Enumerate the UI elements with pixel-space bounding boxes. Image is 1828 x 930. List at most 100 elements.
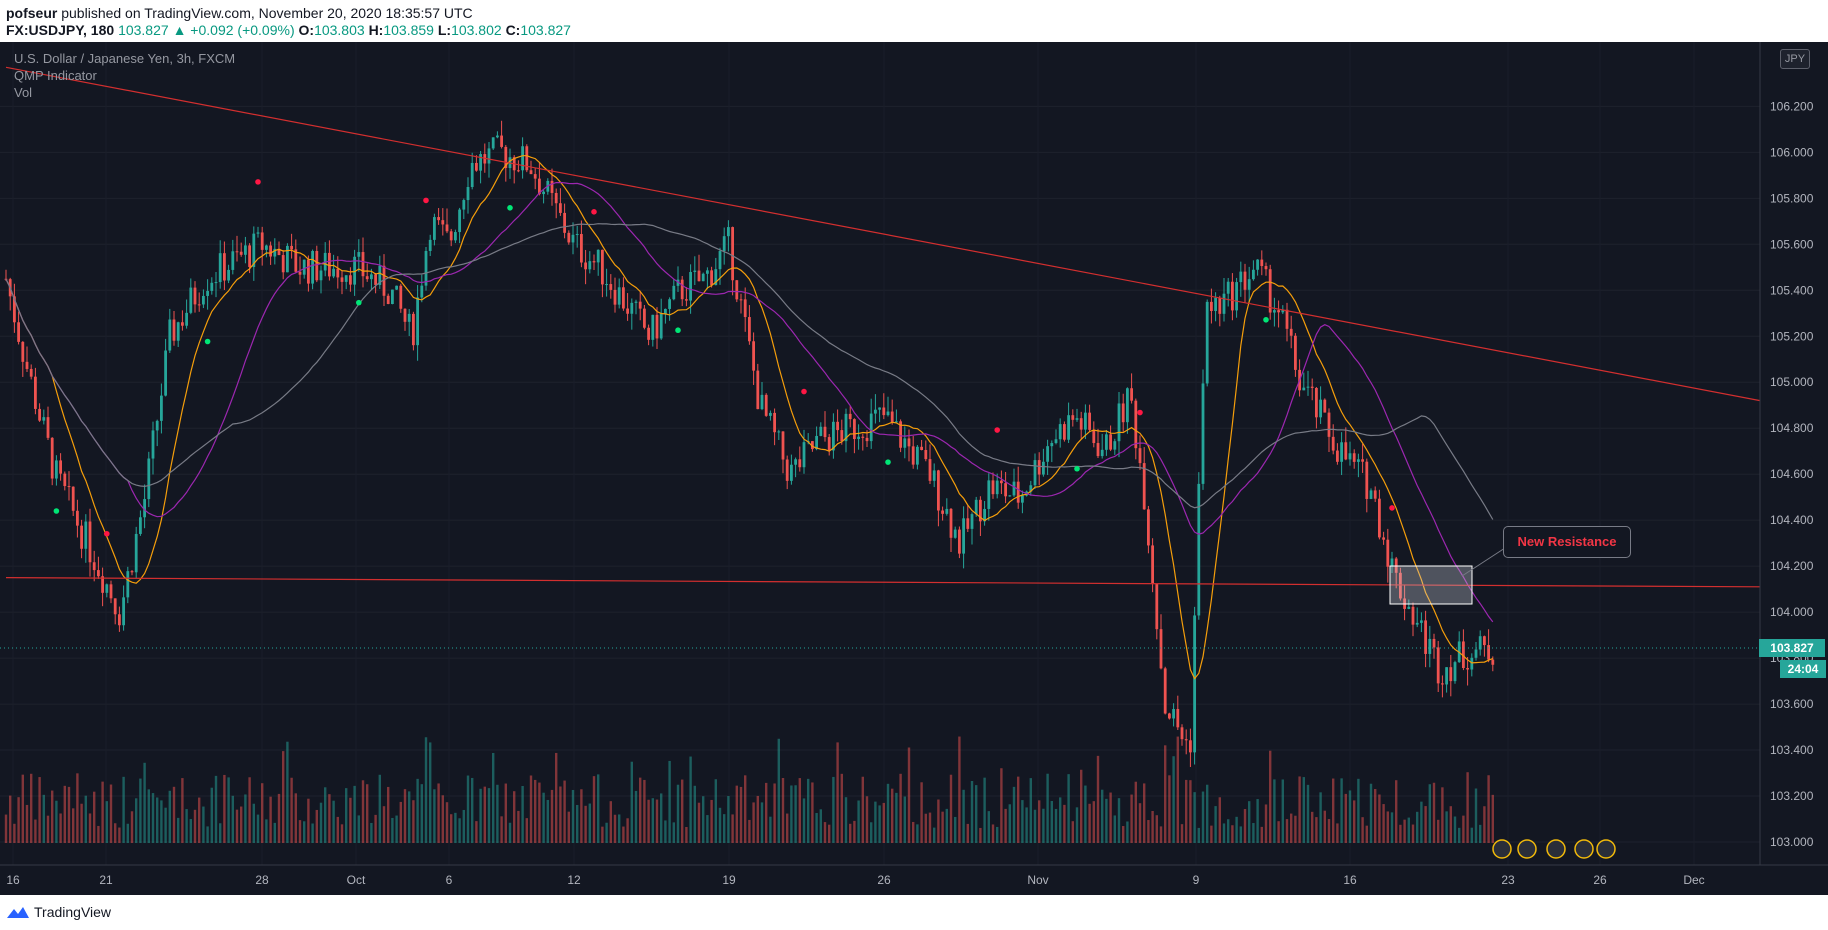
candle-body <box>34 376 37 409</box>
volume-bars <box>4 736 1494 843</box>
volume-bar <box>315 809 318 843</box>
candle-body <box>273 248 277 257</box>
candle-body <box>265 245 268 250</box>
volume-bar <box>4 814 8 843</box>
candle-body <box>727 227 730 237</box>
currency-badge[interactable]: JPY <box>1780 49 1810 69</box>
volume-bar <box>147 789 150 843</box>
volume-bar <box>584 805 587 843</box>
volume-bar <box>618 814 621 843</box>
volume-bar <box>139 778 142 843</box>
volume-bar <box>492 752 495 843</box>
volume-bar <box>500 816 503 843</box>
volume-bar <box>1231 825 1234 843</box>
volume-bar <box>1294 815 1297 843</box>
candle-body <box>785 459 789 481</box>
candle-body <box>945 508 949 514</box>
volume-bar <box>773 783 776 843</box>
candle-body <box>1436 647 1440 684</box>
volume-bar <box>244 794 247 843</box>
price-axis[interactable] <box>1760 42 1828 865</box>
candle-body <box>1474 649 1478 658</box>
volume-bar <box>630 761 633 843</box>
volume-bar <box>332 800 335 843</box>
low-value: 103.802 <box>451 22 502 38</box>
candle-body <box>970 514 974 529</box>
candle-body <box>168 319 172 351</box>
candle-body <box>1277 310 1280 313</box>
volume-bar <box>597 774 600 843</box>
volume-bar <box>798 778 801 843</box>
volume-bar <box>109 784 113 843</box>
candle-body <box>1105 434 1108 450</box>
volume-bar <box>681 779 684 843</box>
volume-bar <box>1080 769 1083 843</box>
volume-bar <box>59 813 62 843</box>
volume-bar <box>1206 784 1209 843</box>
volume-bar <box>916 824 919 843</box>
author-name[interactable]: pofseur <box>6 5 58 21</box>
candle-body <box>122 597 125 626</box>
volume-bar <box>731 814 734 843</box>
candle-body <box>1411 606 1415 625</box>
candle-body <box>953 529 957 538</box>
candle-body <box>937 470 940 511</box>
candle-body <box>1092 429 1096 444</box>
footer-brand[interactable]: TradingView <box>34 904 112 920</box>
candle-body <box>462 200 466 210</box>
candle-body <box>819 426 823 436</box>
sell-signal-dot <box>1389 505 1395 511</box>
candle-body <box>1037 460 1041 475</box>
candle-body <box>865 437 869 442</box>
candle-body <box>1004 483 1007 497</box>
candle-body <box>626 308 629 314</box>
candle-body <box>176 322 180 341</box>
volume-bar <box>1374 789 1377 843</box>
buy-signal-dot <box>1074 465 1080 472</box>
candle-body <box>617 287 621 305</box>
volume-bar <box>987 811 990 843</box>
candle-body <box>1151 545 1154 585</box>
volume-bar <box>1227 819 1230 843</box>
ma-slow-line <box>5 223 1494 520</box>
volume-bar <box>1386 811 1389 843</box>
close-label: C: <box>505 22 521 38</box>
economic-events[interactable] <box>1492 839 1616 859</box>
candle-body <box>260 232 264 250</box>
candle-body <box>407 313 411 322</box>
candle-body <box>92 562 96 571</box>
time-tick-label: Nov <box>1027 873 1048 887</box>
volume-bar <box>34 819 37 843</box>
candle-body <box>403 308 407 322</box>
volume-bar <box>1466 772 1469 843</box>
candle-body <box>1075 418 1079 420</box>
candle-body <box>424 250 428 286</box>
candle-body <box>647 327 650 340</box>
candle-body <box>693 270 697 273</box>
volume-bar <box>1285 819 1289 843</box>
candle-body <box>378 265 382 285</box>
candle-body <box>592 261 596 263</box>
candle-body <box>916 446 919 465</box>
candle-body <box>542 191 545 195</box>
volume-bar <box>1038 800 1041 843</box>
volume-bar <box>1096 755 1100 843</box>
candle-body <box>147 458 151 500</box>
candle-body <box>59 460 62 474</box>
candle-body <box>1050 443 1054 447</box>
volume-bar <box>361 780 365 843</box>
volume-bar <box>303 821 306 843</box>
price-tick-label: 103.000 <box>1770 835 1814 849</box>
candle-body <box>1184 739 1188 741</box>
footer-bar: TradingView <box>0 895 1828 930</box>
candle-body <box>575 234 579 236</box>
candle-body <box>231 251 235 270</box>
chart-legend: U.S. Dollar / Japanese Yen, 3h, FXCM QMP… <box>14 50 235 101</box>
candle-body <box>42 417 46 421</box>
volume-bar <box>177 817 180 843</box>
volume-bar <box>1458 827 1461 843</box>
price-chart[interactable]: 103.000103.200103.400103.600103.800104.0… <box>0 42 1828 895</box>
volume-bar <box>487 788 491 843</box>
tradingview-logo-icon[interactable] <box>6 904 30 920</box>
candle-body <box>504 146 508 169</box>
